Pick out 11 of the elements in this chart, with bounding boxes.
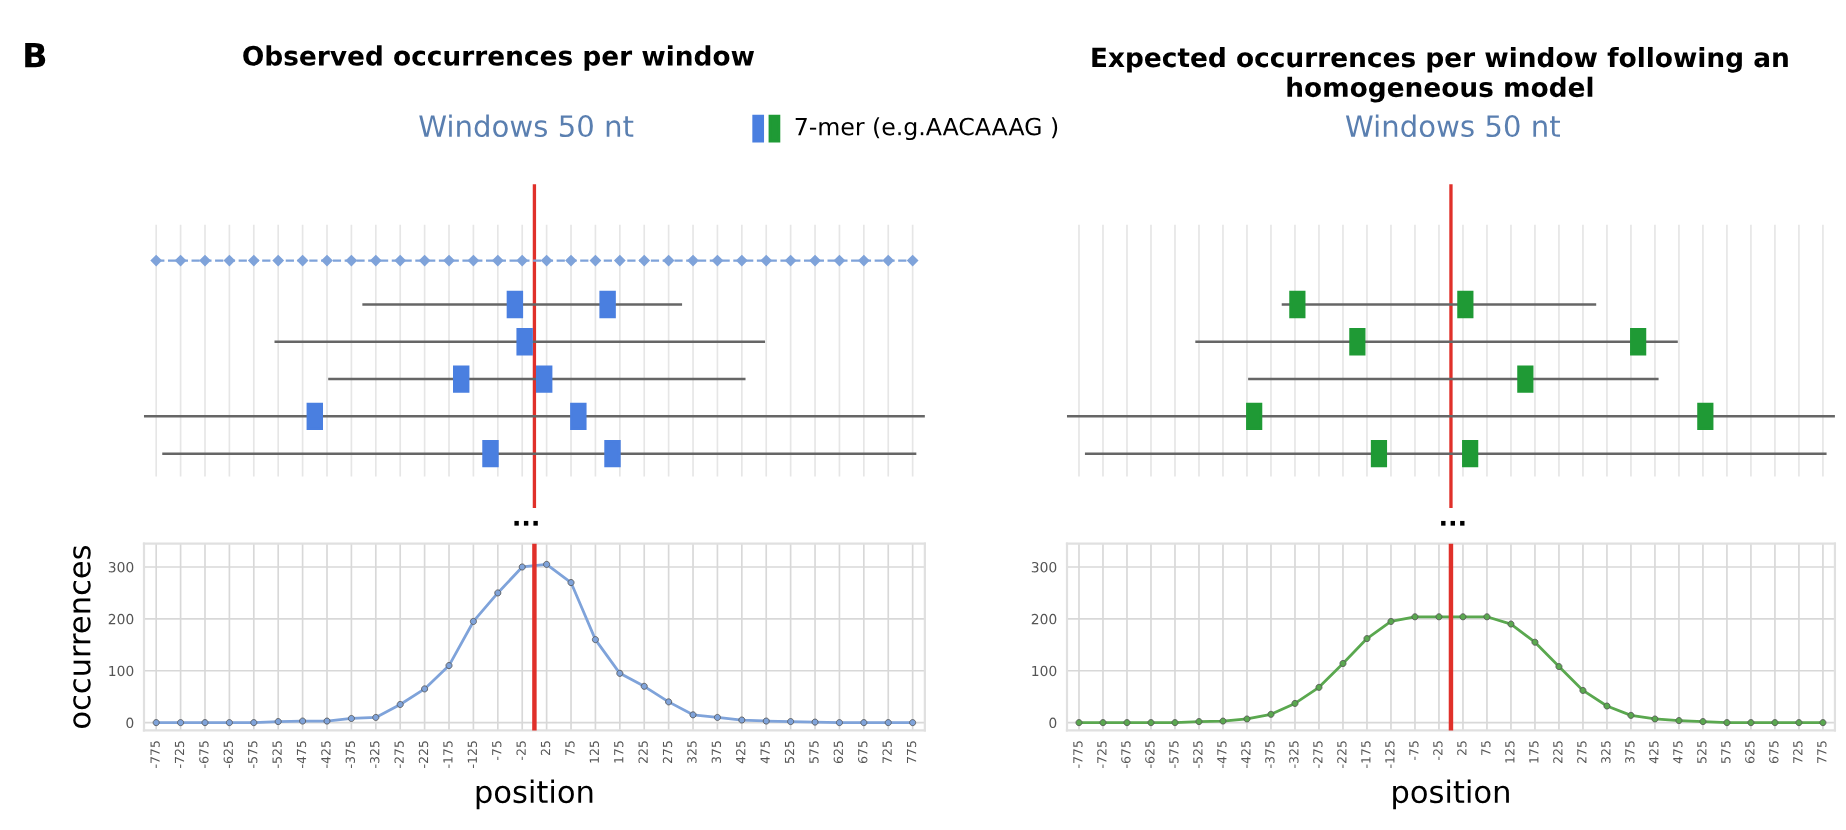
- chart-title: Observed occurrences per window: [243, 45, 755, 71]
- text: B: [25, 43, 46, 68]
- x-axis-title: position: [1393, 779, 1509, 810]
- text: ...: [1441, 520, 1465, 526]
- text: Windows 50 nt: [419, 114, 634, 138]
- chart-title: Expected occurrences per window following an homogeneous model: [1092, 46, 1788, 103]
- y-axis-title: occurrences: [73, 545, 91, 728]
- text: Windows 50 nt: [1345, 114, 1560, 138]
- x-axis-title: position: [476, 779, 593, 810]
- text: ...: [514, 520, 538, 526]
- text: 7-mer (e.g.AACAAAG ): [795, 117, 1058, 141]
